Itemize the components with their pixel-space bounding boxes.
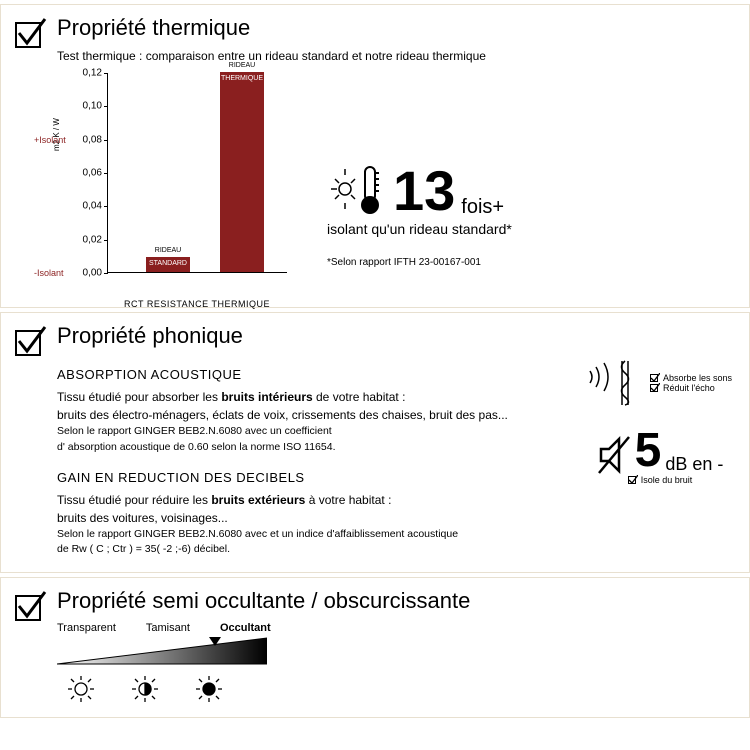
x-axis-label: RCT RESISTANCE THERMIQUE bbox=[124, 299, 270, 309]
panel-title: Propriété thermique bbox=[57, 15, 735, 41]
sec1-head: ABSORPTION ACOUSTIQUE bbox=[57, 367, 575, 382]
sun-half-icon bbox=[131, 675, 159, 703]
check-icon bbox=[13, 323, 47, 357]
claim-plus: + bbox=[492, 196, 504, 218]
scale-transparent: Transparent bbox=[57, 622, 116, 634]
mute-speaker-icon bbox=[597, 435, 631, 475]
opacity-scale-labels: Transparent Tamisant Occultant bbox=[57, 622, 735, 634]
db-unit: dB en - bbox=[665, 454, 723, 475]
sec2-line: bruits des voitures, voisinages... bbox=[57, 509, 575, 527]
scale-occultant: Occultant bbox=[220, 622, 271, 634]
check-icon bbox=[13, 588, 47, 622]
sec2-line: Tissu étudié pour réduire les bruits ext… bbox=[57, 491, 575, 509]
sec1-line: bruits des électro-ménagers, éclats de v… bbox=[57, 406, 575, 424]
footnote: *Selon rapport IFTH 23-00167-001 bbox=[327, 257, 481, 268]
sec2-line: Selon le rapport GINGER BEB2.N.6080 avec… bbox=[57, 527, 575, 543]
ck-isole: Isole du bruit bbox=[628, 475, 693, 485]
scale-tamisant: Tamisant bbox=[146, 622, 190, 634]
thermique-panel: Propriété thermique Test thermique : com… bbox=[0, 4, 750, 308]
thermique-claim: 13 fois+ isolant qu'un rideau standard* … bbox=[327, 73, 735, 293]
sec1-line: Selon le rapport GINGER BEB2.N.6080 avec… bbox=[57, 424, 575, 440]
db-number: 5 bbox=[635, 427, 662, 475]
check-icon bbox=[13, 15, 47, 49]
sec1-line: Tissu étudié pour absorber les bruits in… bbox=[57, 388, 575, 406]
sec1-line: d' absorption acoustique de 0.60 selon l… bbox=[57, 440, 575, 456]
bar-chart: m2 K / W 0,120,100,080,060,040,020,00+Is… bbox=[57, 73, 307, 293]
sun-row bbox=[57, 675, 735, 703]
ck-echo: Réduit l'écho bbox=[650, 383, 732, 393]
panel-title: Propriété semi occultante / obscurcissan… bbox=[57, 588, 735, 614]
occultante-panel: Propriété semi occultante / obscurcissan… bbox=[0, 577, 750, 718]
claim-number: 13 bbox=[393, 163, 455, 219]
sun-full-icon bbox=[195, 675, 223, 703]
panel-title: Propriété phonique bbox=[57, 323, 735, 349]
sun-thermometer-icon bbox=[327, 159, 387, 219]
ck-absorbe: Absorbe les sons bbox=[650, 373, 732, 383]
sound-absorb-icon bbox=[588, 357, 644, 409]
sun-empty-icon bbox=[67, 675, 95, 703]
sec2-line: de Rw ( C ; Ctr ) = 35( -2 ;-6) décibel. bbox=[57, 542, 575, 558]
subtitle: Test thermique : comparaison entre un ri… bbox=[57, 49, 735, 63]
claim-desc: isolant qu'un rideau standard* bbox=[327, 221, 512, 237]
phonique-panel: Propriété phonique ABSORPTION ACOUSTIQUE… bbox=[0, 312, 750, 573]
claim-fois: fois bbox=[461, 196, 492, 218]
opacity-wedge-icon bbox=[57, 636, 267, 666]
sec2-head: GAIN EN REDUCTION DES DECIBELS bbox=[57, 470, 575, 485]
